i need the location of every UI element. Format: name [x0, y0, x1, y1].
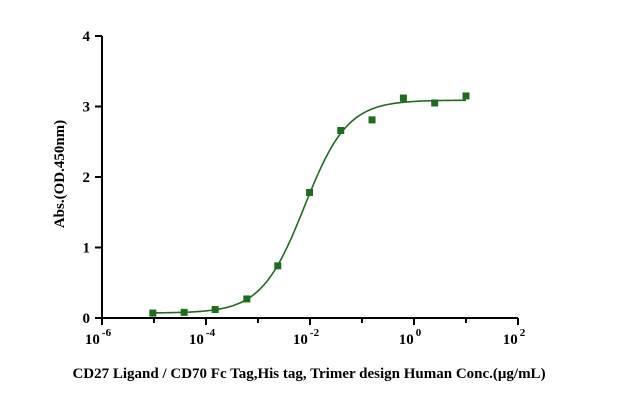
fit-curves	[152, 99, 467, 314]
y-tick-label: 1	[83, 241, 91, 257]
x-tick-label-base: 10	[293, 332, 308, 348]
x-tick-label: 10 -6	[85, 327, 112, 348]
data-point	[211, 306, 219, 314]
x-tick-label: 10 2	[503, 327, 526, 348]
y-tick-label: 4	[83, 29, 91, 45]
data-point	[399, 94, 407, 102]
data-point	[306, 189, 314, 197]
x-tick-label-base: 10	[85, 332, 100, 348]
fit-curve	[152, 99, 467, 314]
data-point	[180, 308, 188, 316]
x-tick-label-base: 10	[399, 332, 414, 348]
y-tick-label: 2	[83, 170, 91, 186]
data-point	[368, 116, 376, 124]
x-tick-label-exponent: -6	[102, 327, 112, 339]
x-tick-label-exponent: 2	[520, 327, 526, 339]
data-point	[337, 126, 345, 134]
axes	[101, 36, 518, 319]
x-tick-label: 10 -4	[189, 327, 216, 348]
x-tick-label: 10 0	[399, 327, 422, 348]
x-tick-label-exponent: -2	[310, 327, 320, 339]
data-point	[462, 92, 470, 100]
y-tick-label: 0	[83, 311, 91, 327]
y-ticks: 0 1 2 3 4	[83, 29, 102, 327]
x-ticks: 10 -6 10 -4 10 -2 10 0 10 2	[85, 318, 526, 348]
data-points	[149, 92, 470, 317]
data-point	[431, 99, 439, 107]
x-tick-label-base: 10	[189, 332, 204, 348]
y-tick-label: 3	[83, 100, 91, 116]
x-tick-label: 10 -2	[293, 327, 320, 348]
x-tick-label-exponent: -4	[206, 327, 216, 339]
data-point	[149, 309, 157, 317]
y-axis-title: Abs.(OD.450nm)	[52, 120, 68, 228]
data-point	[243, 295, 251, 303]
x-axis-title: CD27 Ligand / CD70 Fc Tag,His tag, Trime…	[72, 366, 545, 382]
data-point	[274, 262, 282, 270]
x-tick-label-base: 10	[503, 332, 518, 348]
x-tick-label-exponent: 0	[416, 327, 422, 339]
